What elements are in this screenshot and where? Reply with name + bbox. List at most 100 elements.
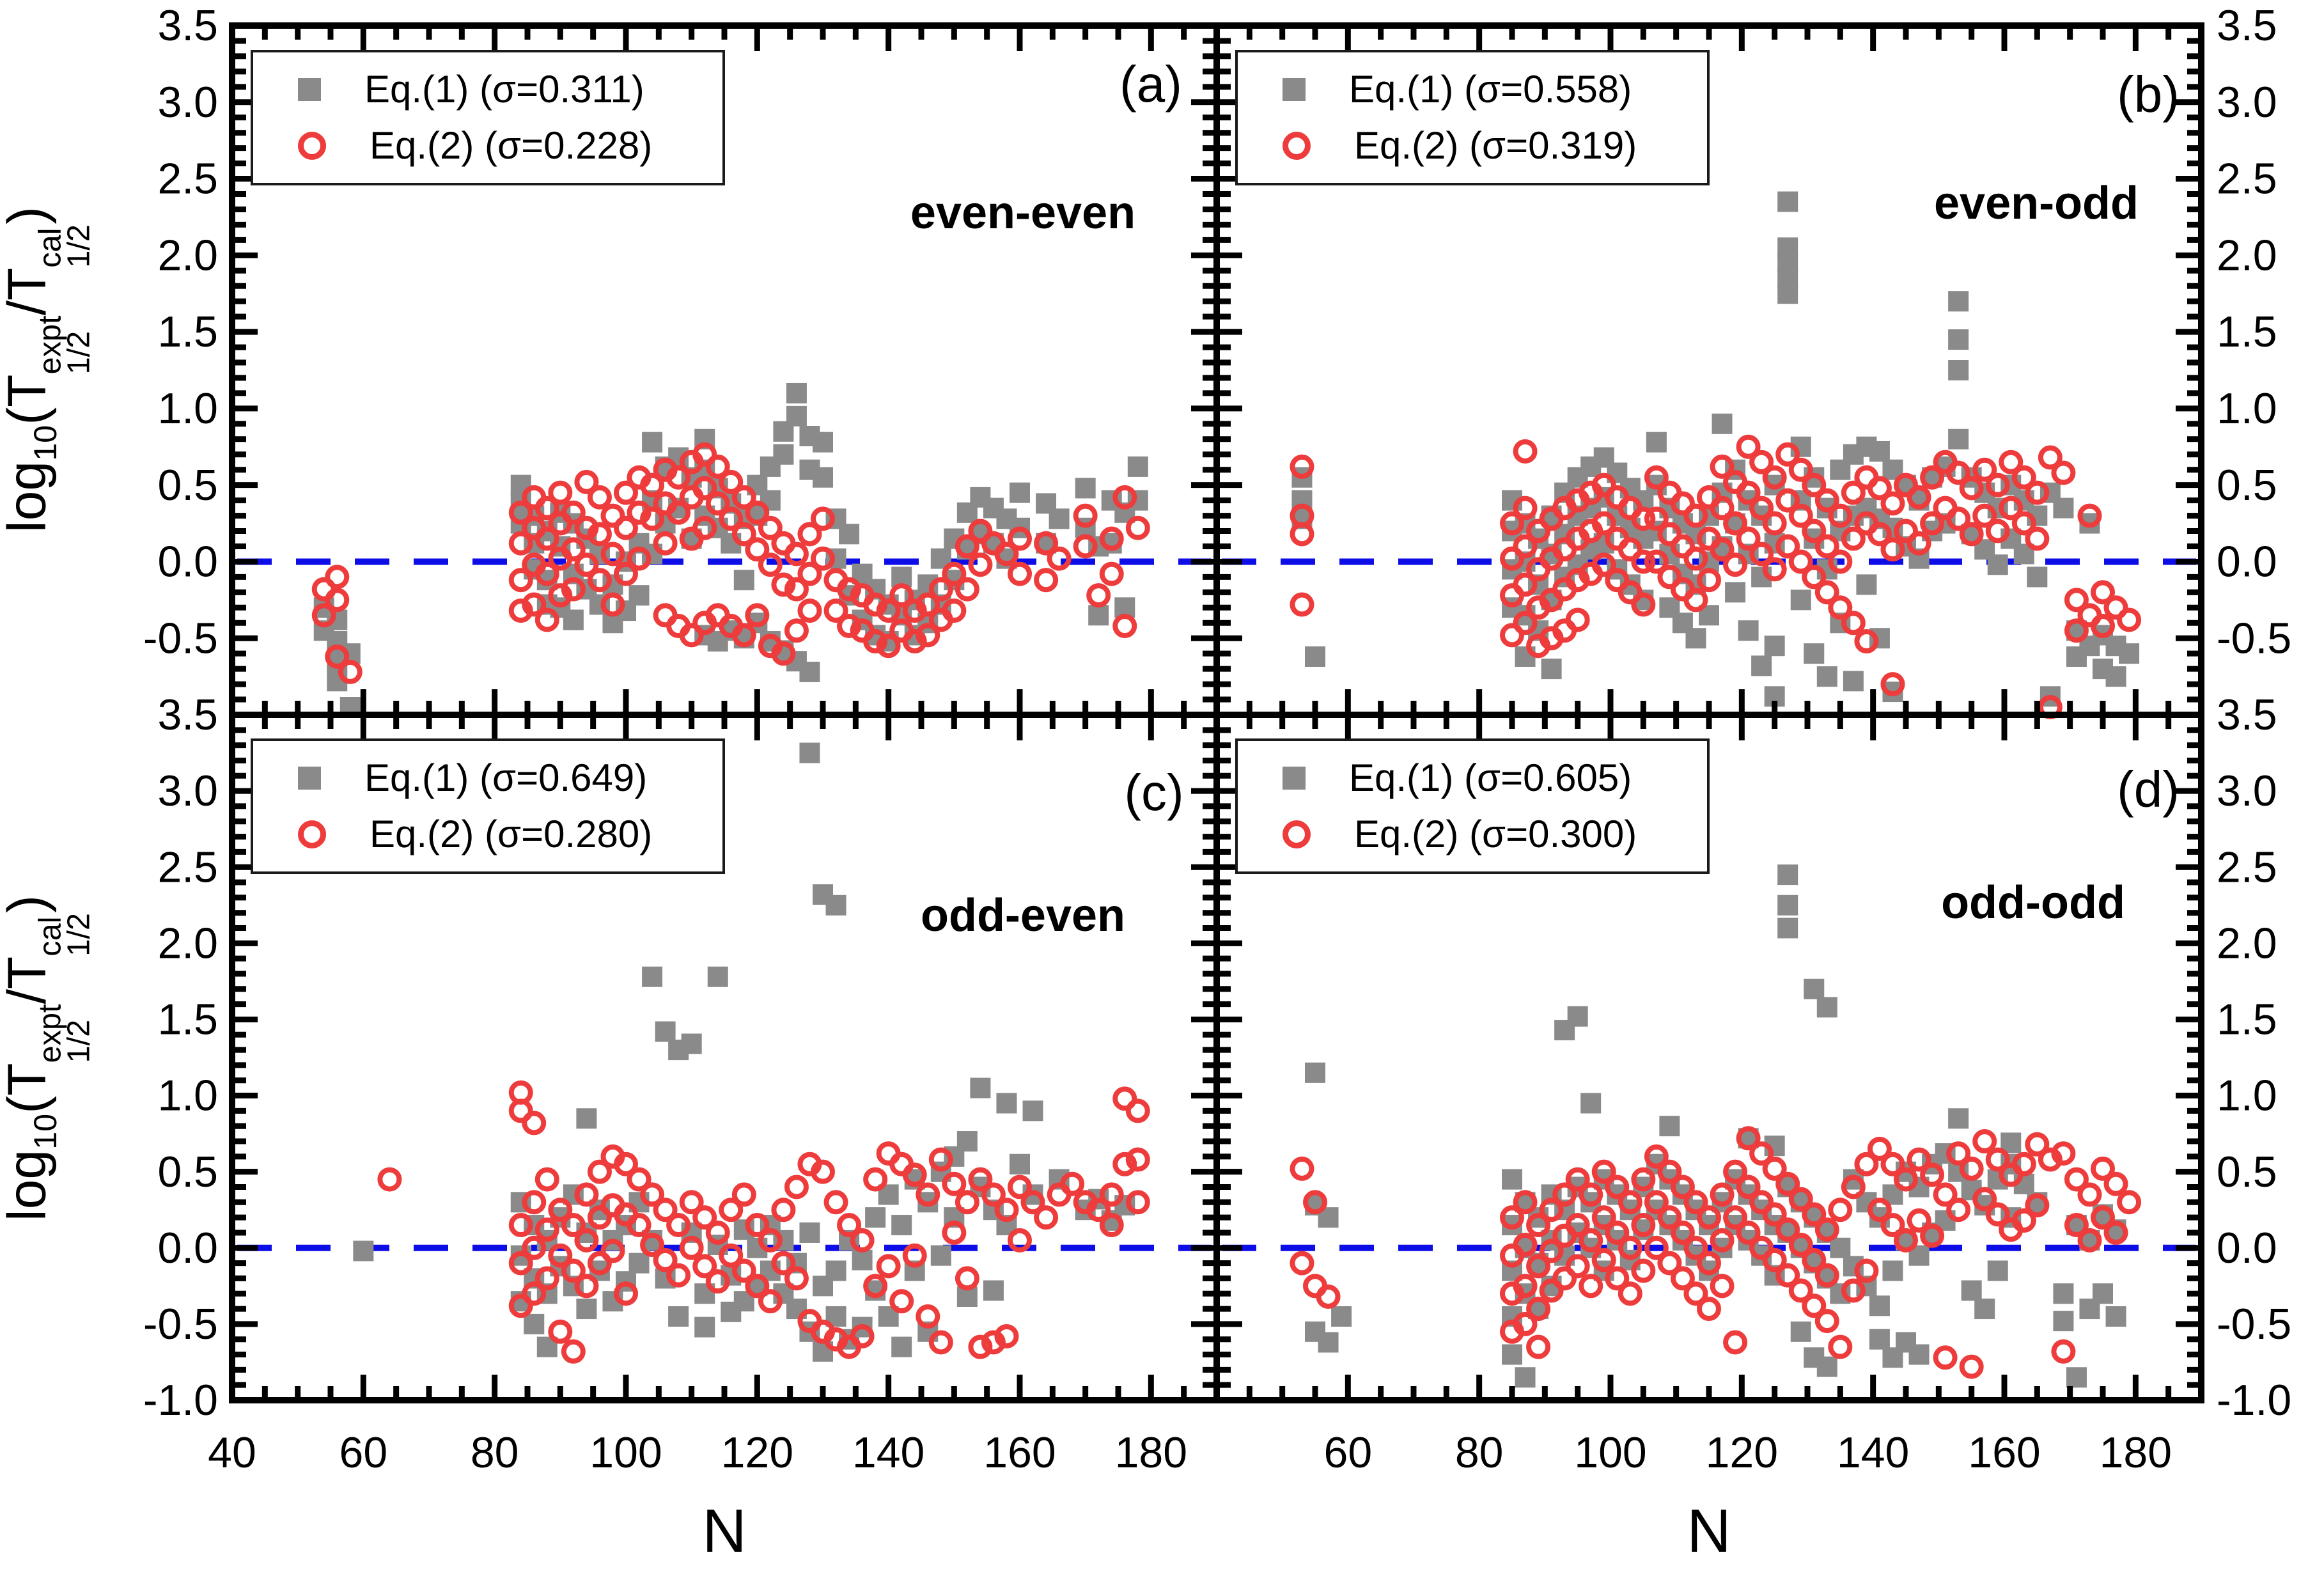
- svg-text:1.5: 1.5: [157, 996, 218, 1044]
- svg-text:60: 60: [1324, 1428, 1373, 1477]
- svg-text:100: 100: [589, 1428, 662, 1477]
- svg-text:3.5: 3.5: [157, 1, 218, 50]
- svg-text:0.5: 0.5: [157, 461, 218, 510]
- tick-labels: 3.5 3.0 2.5 2.0 1.5 1.0 0.5 0.0 -0.5: [143, 1, 218, 662]
- svg-text:60: 60: [339, 1428, 388, 1477]
- svg-text:160: 160: [983, 1428, 1056, 1477]
- legend-label-eq1: Eq.(1) (σ=0.558): [1349, 68, 1632, 111]
- svg-text:80: 80: [471, 1428, 519, 1477]
- panel-d: 60 80 100 120 140 160 180 3.5 3.0 2.5 2.0 1.5 1.0 0.5…: [1213, 691, 2291, 1477]
- x-axis-title-right: N: [1687, 1497, 1731, 1565]
- svg-text:1.0: 1.0: [157, 1072, 218, 1120]
- group-label-even-even: even-even: [910, 187, 1136, 238]
- tick-labels: 3.5 3.0 2.5 2.0 1.5 1.0 0.5 0.0 -0.5: [2217, 1, 2291, 662]
- svg-text:100: 100: [1574, 1428, 1646, 1477]
- legend-panel-d: Eq.(1) (σ=0.605) Eq.(2) (σ=0.300): [1235, 738, 1710, 874]
- svg-text:0.0: 0.0: [2217, 1224, 2277, 1272]
- svg-text:2.5: 2.5: [2217, 155, 2277, 203]
- svg-text:2.0: 2.0: [2217, 919, 2277, 967]
- svg-text:1.5: 1.5: [2217, 308, 2277, 356]
- svg-text:1.0: 1.0: [2217, 1072, 2277, 1120]
- svg-text:1.5: 1.5: [157, 308, 218, 356]
- svg-text:0.5: 0.5: [157, 1148, 218, 1196]
- legend-item-eq2: Eq.(2) (σ=0.319): [1283, 127, 1707, 165]
- svg-text:0.5: 0.5: [2217, 461, 2277, 510]
- svg-text:3.0: 3.0: [157, 767, 218, 815]
- svg-text:1.5: 1.5: [2217, 996, 2277, 1044]
- eq1-square-marker-icon: [298, 78, 321, 101]
- eq1-square-marker-icon: [1283, 78, 1306, 101]
- legend-item-eq2: Eq.(2) (σ=0.300): [1283, 815, 1707, 854]
- legend-item-eq1: Eq.(1) (σ=0.558): [1283, 70, 1707, 109]
- legend-item-eq2: Eq.(2) (σ=0.280): [298, 815, 722, 854]
- svg-text:3.0: 3.0: [2217, 767, 2277, 815]
- legend-panel-c: Eq.(1) (σ=0.649) Eq.(2) (σ=0.280): [251, 738, 725, 874]
- svg-text:120: 120: [721, 1428, 793, 1477]
- eq2-circle-marker-icon: [298, 820, 326, 848]
- eq2-circle-marker-icon: [1283, 820, 1311, 848]
- series-eq2-points: [311, 442, 1150, 684]
- svg-text:3.0: 3.0: [2217, 78, 2277, 127]
- svg-text:1.0: 1.0: [2217, 384, 2277, 433]
- svg-text:-0.5: -0.5: [143, 1300, 218, 1348]
- x-axis-title-left: N: [702, 1497, 747, 1565]
- svg-text:2.0: 2.0: [2217, 231, 2277, 279]
- axis-ticks: [232, 26, 1217, 715]
- svg-text:-0.5: -0.5: [2217, 614, 2291, 662]
- svg-text:3.5: 3.5: [157, 691, 218, 739]
- panel-b: 3.5 3.0 2.5 2.0 1.5 1.0 0.5 0.0 -0.5: [1213, 1, 2291, 720]
- svg-text:2.5: 2.5: [157, 843, 218, 891]
- series-eq2-points: [377, 1080, 1150, 1364]
- svg-text:2.5: 2.5: [2217, 843, 2277, 891]
- panel-tag-a: (a): [1119, 56, 1182, 113]
- eq2-circle-marker-icon: [298, 132, 326, 160]
- svg-text:-0.5: -0.5: [2217, 1300, 2291, 1348]
- group-label-even-odd: even-odd: [1933, 178, 2139, 229]
- y-axis-title-bottom: log10(T expt 1/2/T cal 1/2): [0, 895, 97, 1221]
- svg-text:-1.0: -1.0: [143, 1376, 218, 1425]
- svg-text:0.5: 0.5: [2217, 1148, 2277, 1196]
- svg-text:140: 140: [1837, 1428, 1909, 1477]
- panel-tag-c: (c): [1124, 764, 1184, 821]
- legend-panel-a: Eq.(1) (σ=0.311) Eq.(2) (σ=0.228): [251, 50, 725, 185]
- svg-text:-1.0: -1.0: [2217, 1376, 2291, 1425]
- y-axis-title-top: log10(T expt 1/2/T cal 1/2): [0, 207, 97, 533]
- series-eq2-points: [1290, 1126, 2142, 1379]
- tick-labels: 40 60 80 100 120 140 160 180 3.5 3.0 2.5 2.0 1.5 1.0 0…: [143, 691, 1187, 1477]
- svg-text:180: 180: [2100, 1428, 2172, 1477]
- svg-text:-0.5: -0.5: [143, 614, 218, 662]
- group-label-odd-even: odd-even: [920, 890, 1126, 941]
- svg-text:80: 80: [1455, 1428, 1504, 1477]
- legend-label-eq1: Eq.(1) (σ=0.649): [364, 756, 648, 799]
- panel-tag-b: (b): [2117, 66, 2180, 123]
- legend-label-eq2: Eq.(2) (σ=0.319): [1354, 124, 1637, 167]
- series-eq2-points: [1290, 434, 2142, 720]
- eq1-square-marker-icon: [1283, 767, 1306, 790]
- legend-label-eq1: Eq.(1) (σ=0.605): [1349, 756, 1632, 799]
- svg-text:2.5: 2.5: [157, 155, 218, 203]
- svg-text:3.0: 3.0: [157, 78, 218, 127]
- eq1-square-marker-icon: [298, 767, 321, 790]
- legend-item-eq1: Eq.(1) (σ=0.649): [298, 759, 722, 797]
- svg-text:1.0: 1.0: [157, 384, 218, 433]
- legend-item-eq1: Eq.(1) (σ=0.605): [1283, 759, 1707, 797]
- axis-ticks: [1217, 715, 2201, 1400]
- legend-item-eq2: Eq.(2) (σ=0.228): [298, 127, 722, 165]
- legend-label-eq2: Eq.(2) (σ=0.300): [1354, 813, 1637, 855]
- svg-text:0.0: 0.0: [157, 1224, 218, 1272]
- series-eq1-points: [1291, 191, 2140, 707]
- group-label-odd-odd: odd-odd: [1941, 877, 2125, 928]
- panel-tag-d: (d): [2117, 761, 2180, 818]
- series-eq1-points: [1305, 864, 2126, 1388]
- svg-text:3.5: 3.5: [2217, 691, 2277, 739]
- svg-text:0.0: 0.0: [2217, 538, 2277, 586]
- svg-text:2.0: 2.0: [157, 919, 218, 967]
- eq2-circle-marker-icon: [1283, 132, 1311, 160]
- svg-text:160: 160: [1968, 1428, 2040, 1477]
- svg-text:2.0: 2.0: [157, 231, 218, 279]
- svg-text:3.5: 3.5: [2217, 1, 2277, 50]
- svg-text:40: 40: [208, 1428, 256, 1477]
- legend-label-eq2: Eq.(2) (σ=0.228): [370, 124, 653, 167]
